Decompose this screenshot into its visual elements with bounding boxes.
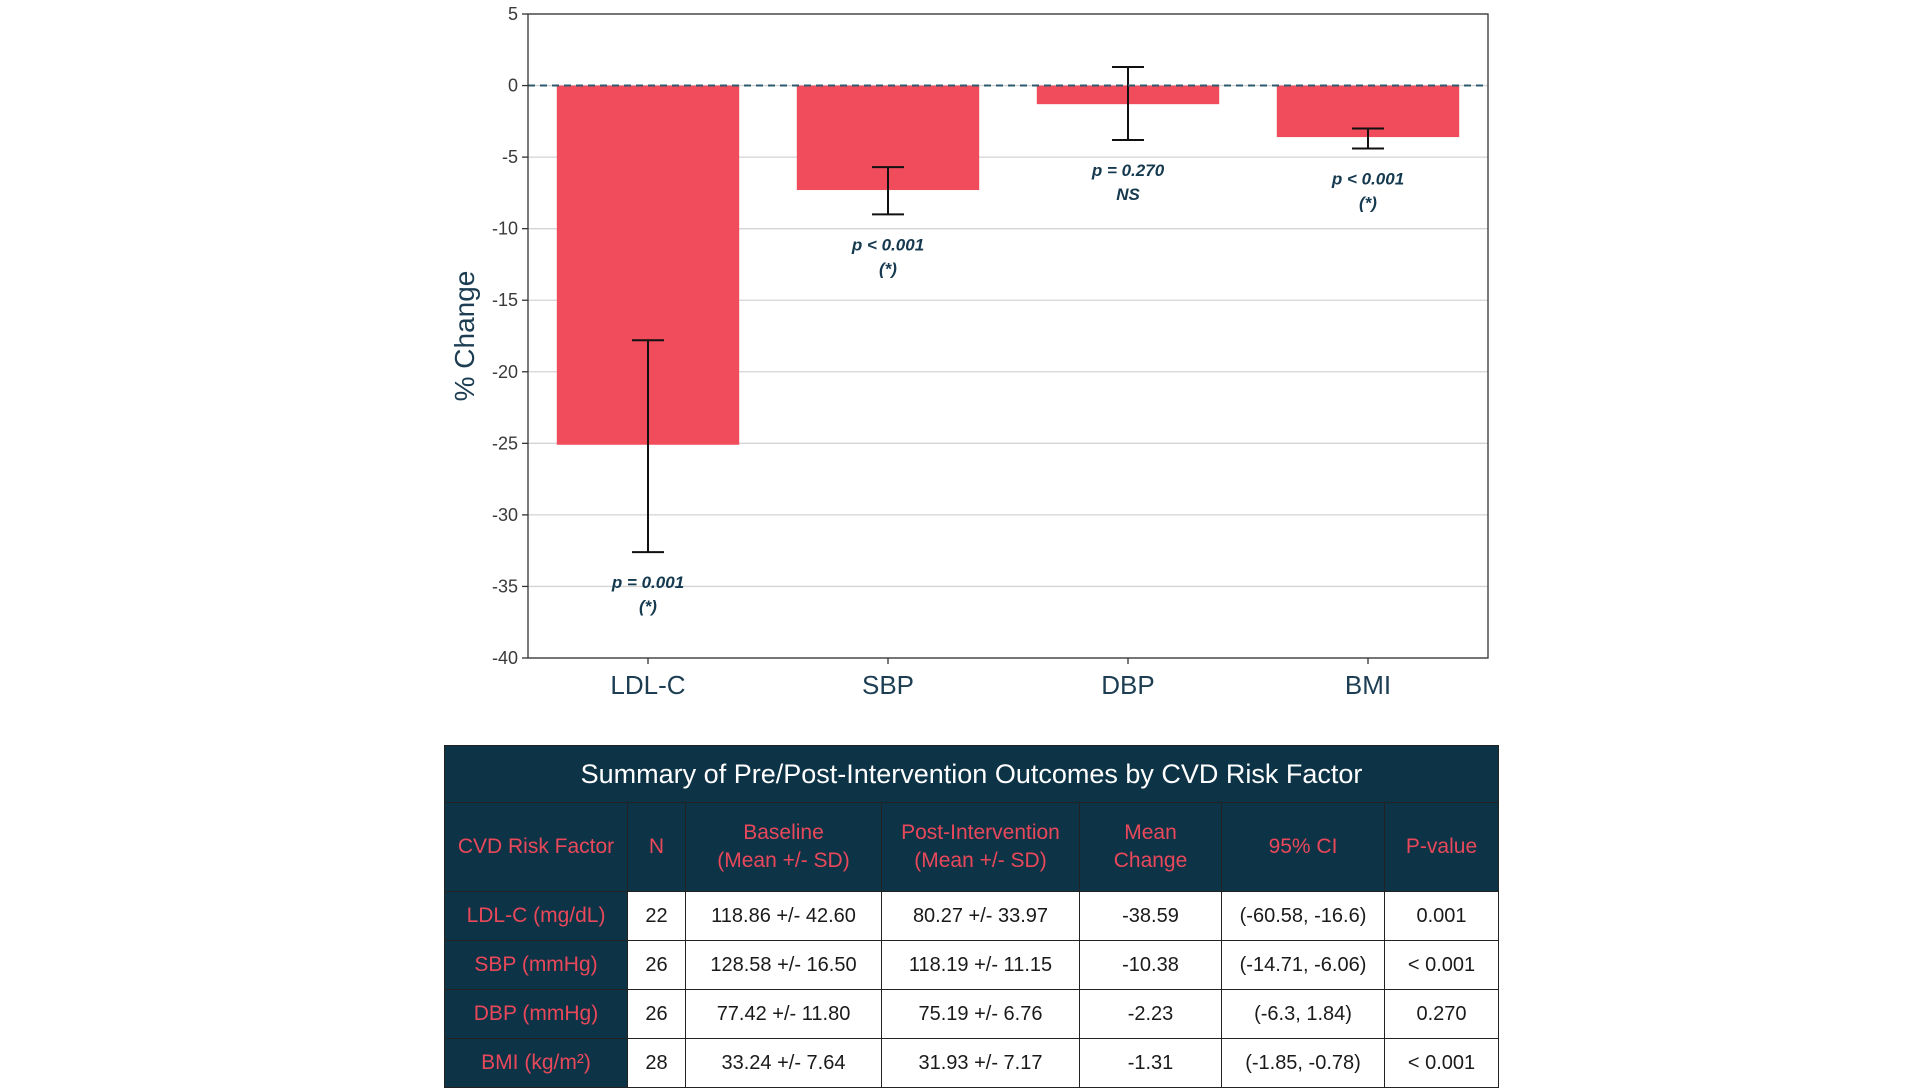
row-p-value: < 0.001 [1383,1038,1500,1088]
y-tick-label: -30 [492,505,518,525]
x-tick-label: SBP [862,670,914,700]
y-tick-label: -15 [492,290,518,310]
row-ci: (-60.58, -16.6) [1221,891,1385,941]
summary-table: Summary of Pre/Post-Intervention Outcome… [443,745,1500,1088]
header-baseline: Baseline (Mean +/- SD) [685,802,882,892]
row-n: 22 [627,891,686,941]
row-baseline: 33.24 +/- 7.64 [685,1038,882,1088]
row-factor: BMI (kg/m²) [444,1038,628,1088]
significance-annotation: NS [1116,185,1140,204]
row-p-value: 0.001 [1383,891,1500,941]
table-title: Summary of Pre/Post-Intervention Outcome… [443,745,1500,803]
p-value-annotation: p < 0.001 [1331,170,1404,189]
header-mean-line2: Change [1113,849,1188,872]
header-cvd-risk-factor: CVD Risk Factor [444,802,628,892]
table-row-sbp: SBP (mmHg) 26 128.58 +/- 16.50 118.19 +/… [444,940,1500,990]
y-axis-label: % Change [449,271,480,402]
y-tick-label: -35 [492,576,518,596]
plot-frame [527,13,1489,659]
row-factor: LDL-C (mg/dL) [444,891,628,941]
p-value-annotation: p = 0.001 [611,573,684,592]
table-header-row: CVD Risk Factor N Baseline (Mean +/- SD) … [444,802,1500,892]
row-baseline: 118.86 +/- 42.60 [685,891,882,941]
table-row-dbp: DBP (mmHg) 26 77.42 +/- 11.80 75.19 +/- … [444,989,1500,1039]
row-post: 118.19 +/- 11.15 [881,940,1080,990]
header-post-line2: (Mean +/- SD) [914,849,1047,872]
table-title-row: Summary of Pre/Post-Intervention Outcome… [443,745,1500,803]
x-tick-label: BMI [1345,670,1391,700]
y-tick-label: -40 [492,648,518,668]
row-post: 31.93 +/- 7.17 [881,1038,1080,1088]
table-row-ldl: LDL-C (mg/dL) 22 118.86 +/- 42.60 80.27 … [444,891,1500,941]
percent-change-bar-chart: 5 0 -5 -10 -15 -20 -25 -30 -35 -40 LDL-C SBP DBP BMI p… [449,4,1489,700]
row-ci: (-14.71, -6.06) [1221,940,1385,990]
x-tick-label: DBP [1101,670,1154,700]
significance-annotation: (*) [639,597,657,616]
row-baseline: 128.58 +/- 16.50 [685,940,882,990]
header-n: N [627,802,686,892]
row-n: 26 [627,940,686,990]
header-mean-line1: Mean [1124,821,1177,844]
row-p-value: 0.270 [1383,989,1500,1039]
header-mean-change: Mean Change [1079,802,1222,892]
row-post: 80.27 +/- 33.97 [881,891,1080,941]
row-factor: SBP (mmHg) [444,940,628,990]
significance-annotation: (*) [879,259,897,278]
header-95-ci: 95% CI [1221,802,1385,892]
y-tick-label: 5 [508,4,518,24]
header-post-line1: Post-Intervention [901,821,1060,844]
y-tick-label: -25 [492,433,518,453]
row-p-value: < 0.001 [1383,940,1500,990]
header-baseline-line2: (Mean +/- SD) [717,849,850,872]
row-baseline: 77.42 +/- 11.80 [685,989,882,1039]
row-mean-change: -38.59 [1079,891,1222,941]
row-ci: (-1.85, -0.78) [1221,1038,1385,1088]
p-value-annotation: p = 0.270 [1091,161,1165,180]
y-tick-label: -20 [492,362,518,382]
header-post-intervention: Post-Intervention (Mean +/- SD) [881,802,1080,892]
header-baseline-line1: Baseline [743,821,824,844]
row-mean-change: -2.23 [1079,989,1222,1039]
y-tick-label: 0 [508,76,518,96]
header-p-value: P-value [1383,802,1500,892]
x-tick-label: LDL-C [610,670,685,700]
row-n: 28 [627,1038,686,1088]
significance-annotation: (*) [1359,194,1377,213]
row-post: 75.19 +/- 6.76 [881,989,1080,1039]
row-mean-change: -1.31 [1079,1038,1222,1088]
p-value-annotation: p < 0.001 [851,235,924,254]
y-tick-label: -10 [492,219,518,239]
row-n: 26 [627,989,686,1039]
row-factor: DBP (mmHg) [444,989,628,1039]
row-mean-change: -10.38 [1079,940,1222,990]
table-row-bmi: BMI (kg/m²) 28 33.24 +/- 7.64 31.93 +/- … [444,1038,1500,1088]
row-ci: (-6.3, 1.84) [1221,989,1385,1039]
y-tick-label: -5 [502,147,518,167]
